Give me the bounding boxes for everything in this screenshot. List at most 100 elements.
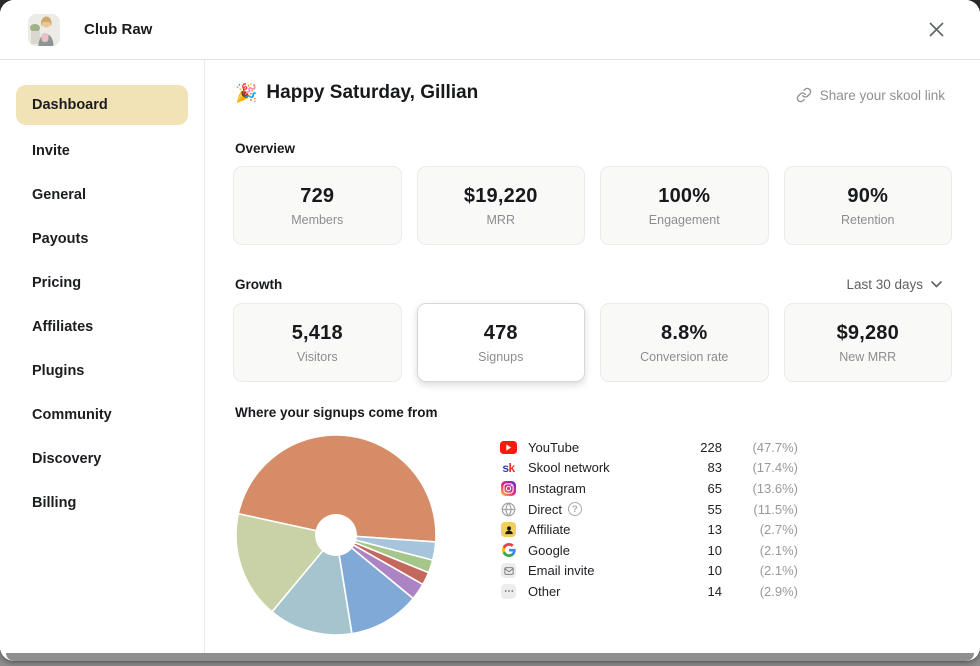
- stat-card-new-mrr[interactable]: $9,280 New MRR: [783, 303, 952, 382]
- legend-label: Google: [528, 542, 570, 558]
- legend-row-google: Google 10 2.1: [500, 540, 798, 561]
- stat-label: MRR: [486, 212, 515, 227]
- sidebar-item-label: Affiliates: [32, 319, 94, 335]
- legend-label-text: Direct: [528, 501, 562, 517]
- youtube-icon: [500, 439, 517, 456]
- instagram-icon: [500, 480, 517, 497]
- google-icon: [500, 542, 517, 559]
- legend-row-instagram: Instagram 65 13.6: [500, 478, 798, 499]
- sidebar-item-billing[interactable]: Billing: [16, 481, 188, 525]
- chevron-down-icon: [931, 281, 942, 288]
- sidebar-item-affiliates[interactable]: Affiliates: [16, 305, 188, 349]
- legend-count: 10: [707, 542, 722, 558]
- signup-sources-pie-chart: [233, 432, 439, 638]
- legend-percent: 47.7: [722, 440, 798, 455]
- legend-count: 55: [707, 501, 722, 517]
- greeting: 🎉 Happy Saturday, Gillian: [235, 82, 478, 104]
- stat-card-visitors[interactable]: 5,418 Visitors: [233, 303, 402, 382]
- stat-value: 8.8%: [661, 321, 708, 344]
- legend-percent: 17.4: [722, 460, 798, 475]
- pie-slice-skool-network: [235, 512, 337, 613]
- legend-row-direct: Direct? 55 11.5: [500, 499, 798, 520]
- sidebar-item-label: Dashboard: [32, 97, 108, 113]
- modal-bottom-edge: [6, 653, 974, 661]
- legend-row-other: Other 14 2.9: [500, 581, 798, 602]
- sidebar-item-plugins[interactable]: Plugins: [16, 349, 188, 393]
- legend-percent: 2.9: [722, 584, 798, 599]
- growth-section-label: Growth: [235, 277, 283, 292]
- signup-sources-pie: [235, 434, 437, 636]
- legend-count: 13: [707, 522, 722, 538]
- sidebar-item-invite[interactable]: Invite: [16, 129, 188, 173]
- legend-row-email-invite: Email invite 10 2.1: [500, 561, 798, 582]
- period-label: Last 30 days: [846, 277, 923, 292]
- legend-label: Instagram: [528, 480, 586, 496]
- stat-label: Signups: [478, 349, 524, 364]
- legend-label: Email invite: [528, 563, 595, 579]
- sidebar-item-community[interactable]: Community: [16, 393, 188, 437]
- sidebar-item-dashboard[interactable]: Dashboard: [16, 85, 188, 125]
- legend-percent: 2.1: [722, 563, 798, 578]
- modal-header: Club Raw: [0, 0, 980, 60]
- stat-value: 90%: [847, 184, 889, 207]
- sidebar-item-general[interactable]: General: [16, 173, 188, 217]
- pie-slice-instagram: [271, 534, 353, 636]
- stat-value: 5,418: [291, 321, 343, 344]
- sidebar-item-payouts[interactable]: Payouts: [16, 217, 188, 261]
- legend-row-skool-network: sk Skool network 83 17.4: [500, 458, 798, 479]
- pie-slice-direct: [335, 534, 415, 635]
- stat-value: 478: [483, 321, 518, 344]
- direct-help-icon[interactable]: ?: [567, 502, 582, 517]
- sidebar-item-label: Community: [32, 407, 112, 423]
- signup-sources-title: Where your signups come from: [235, 405, 438, 420]
- legend-row-youtube: YouTube 228 47.7: [500, 437, 798, 458]
- sidebar: Dashboard Invite General Payouts Pricing…: [0, 60, 205, 661]
- pie-slice-other: [335, 534, 437, 561]
- legend-count: 65: [707, 480, 722, 496]
- party-popper-icon: 🎉: [235, 82, 258, 103]
- sidebar-item-discovery[interactable]: Discovery: [16, 437, 188, 481]
- share-skool-link-button[interactable]: Share your skool link: [796, 87, 945, 103]
- community-name: Club Raw: [84, 21, 153, 38]
- stat-card-signups-selected[interactable]: 478 Signups: [416, 303, 585, 382]
- stat-value: $9,280: [836, 321, 899, 344]
- stat-label: Visitors: [296, 349, 338, 364]
- community-avatar: [28, 13, 60, 46]
- greeting-text: Happy Saturday, Gillian: [266, 82, 479, 103]
- legend-count: 228: [700, 439, 722, 455]
- avatar-photo-placeholder: [28, 13, 60, 46]
- stat-label: Retention: [840, 212, 895, 227]
- dashboard-panel: 🎉 Happy Saturday, Gillian Share your sko…: [205, 60, 980, 661]
- overview-cards: 729 Members $19,220 MRR 100% Engagement …: [233, 166, 952, 245]
- legend-label: Affiliate: [528, 522, 571, 538]
- other-dots-icon: [500, 583, 517, 600]
- period-selector[interactable]: Last 30 days: [846, 277, 942, 292]
- signup-sources-legend: YouTube 228 47.7 sk Skool network 83 17.…: [500, 437, 798, 602]
- sidebar-item-label: Billing: [32, 495, 77, 511]
- stat-card-mrr: $19,220 MRR: [416, 166, 585, 245]
- legend-percent: 11.5: [722, 502, 798, 517]
- close-button[interactable]: [922, 16, 950, 44]
- stat-label: Engagement: [648, 212, 720, 227]
- sidebar-item-label: Invite: [32, 143, 70, 159]
- legend-label: Skool network: [528, 460, 610, 476]
- stat-label: New MRR: [839, 349, 897, 364]
- stat-card-conversion-rate[interactable]: 8.8% Conversion rate: [600, 303, 769, 382]
- legend-count: 83: [707, 460, 722, 476]
- affiliate-person-icon: [500, 521, 517, 538]
- legend-count: 14: [707, 583, 722, 599]
- legend-row-affiliate: Affiliate 13 2.7: [500, 519, 798, 540]
- email-icon: [500, 562, 517, 579]
- sidebar-item-label: General: [32, 187, 86, 203]
- legend-count: 10: [707, 563, 722, 579]
- stat-value: 100%: [658, 184, 711, 207]
- legend-percent: 2.7: [722, 522, 798, 537]
- growth-cards: 5,418 Visitors 478 Signups 8.8% Conversi…: [233, 303, 952, 382]
- sidebar-item-label: Payouts: [32, 231, 89, 247]
- sidebar-item-label: Discovery: [32, 451, 102, 467]
- legend-label: Other: [528, 583, 561, 599]
- link-icon: [796, 87, 811, 103]
- stat-label: Members: [291, 212, 344, 227]
- sidebar-item-pricing[interactable]: Pricing: [16, 261, 188, 305]
